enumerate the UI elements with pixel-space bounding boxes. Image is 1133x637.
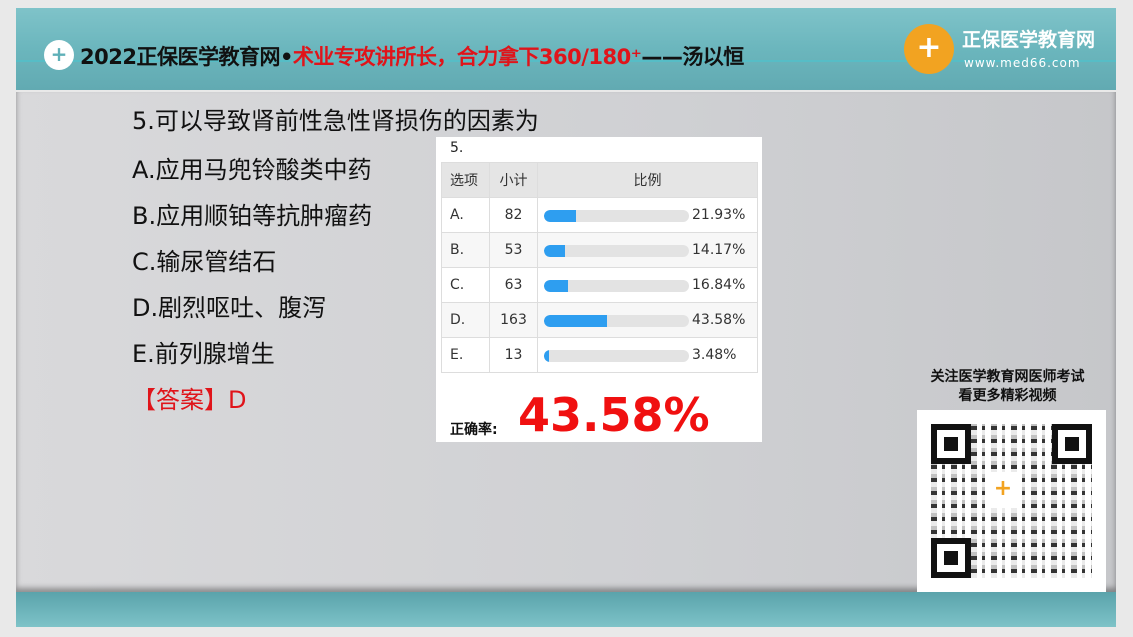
qr-finder: [931, 538, 971, 578]
row-count: 13: [489, 337, 538, 373]
ratio-bar-fill: [544, 210, 576, 222]
ratio-bar-fill: [544, 245, 565, 257]
ratio-bar-fill: [544, 315, 608, 327]
row-count: 53: [489, 232, 538, 268]
stats-card: 5. 选项 小计 比例 A. 82 21.93% B. 53 14.17% C. 6…: [436, 137, 762, 442]
heart-plus-icon: +: [44, 40, 74, 70]
question-stem: 5.可以导致肾前性急性肾损伤的因素为: [132, 107, 539, 135]
qr-logo-icon: +: [985, 472, 1021, 508]
row-percent: 16.84%: [692, 277, 746, 293]
answer: 【答案】D: [132, 386, 247, 414]
title-black: 2022正保医学教育网•: [80, 45, 293, 69]
table-row: D. 163 43.58%: [441, 302, 758, 338]
table-row: E. 13 3.48%: [441, 337, 758, 373]
logo-name: 正保医学教育网: [962, 29, 1096, 51]
row-percent: 14.17%: [692, 242, 746, 258]
header-ratio: 比例: [537, 162, 758, 198]
row-percent: 21.93%: [692, 207, 746, 223]
row-count: 63: [489, 267, 538, 303]
header-option: 选项: [441, 162, 490, 198]
row-percent: 43.58%: [692, 312, 746, 328]
stats-table: 选项 小计 比例 A. 82 21.93% B. 53 14.17% C. 63 1…: [441, 162, 758, 373]
qr-finder: [1052, 424, 1092, 464]
row-option: A.: [441, 197, 490, 233]
row-count: 163: [489, 302, 538, 338]
title-tail: ——汤以恒: [641, 45, 744, 69]
row-ratio: 43.58%: [537, 302, 758, 338]
row-option: D.: [441, 302, 490, 338]
table-row: C. 63 16.84%: [441, 267, 758, 303]
promo-caption: 关注医学教育网医师考试 看更多精彩视频: [905, 368, 1110, 406]
row-option: B.: [441, 232, 490, 268]
option-c: C.输尿管结石: [132, 248, 277, 276]
ratio-bar-track: [544, 350, 689, 362]
stats-question-number: 5.: [450, 140, 464, 156]
qr-finder: [931, 424, 971, 464]
row-ratio: 14.17%: [537, 232, 758, 268]
ratio-bar-track: [544, 210, 689, 222]
logo-url: www.med66.com: [964, 56, 1081, 70]
accuracy-label: 正确率:: [450, 422, 498, 438]
row-ratio: 3.48%: [537, 337, 758, 373]
row-percent: 3.48%: [692, 347, 737, 363]
footer-band: [16, 592, 1116, 627]
table-row: B. 53 14.17%: [441, 232, 758, 268]
qr-code: +: [917, 410, 1106, 592]
option-e: E.前列腺增生: [132, 340, 275, 368]
row-ratio: 21.93%: [537, 197, 758, 233]
ratio-bar-track: [544, 280, 689, 292]
banner-title: 2022正保医学教育网•术业专攻讲所长，合力拿下360/180⁺——汤以恒: [80, 44, 744, 70]
ratio-bar-track: [544, 245, 689, 257]
accuracy-value: 43.58%: [518, 388, 710, 442]
row-count: 82: [489, 197, 538, 233]
title-red: 术业专攻讲所长，合力拿下360/180⁺: [292, 45, 642, 69]
header-count: 小计: [489, 162, 538, 198]
logo-icon: +: [904, 24, 954, 74]
promo-line-2: 看更多精彩视频: [958, 388, 1057, 404]
row-option: C.: [441, 267, 490, 303]
ratio-bar-track: [544, 315, 689, 327]
row-ratio: 16.84%: [537, 267, 758, 303]
option-a: A.应用马兜铃酸类中药: [132, 156, 372, 184]
ratio-bar-fill: [544, 350, 550, 362]
promo-line-1: 关注医学教育网医师考试: [930, 369, 1085, 385]
option-d: D.剧烈呕吐、腹泻: [132, 294, 327, 322]
table-header: 选项 小计 比例: [441, 162, 758, 198]
ratio-bar-fill: [544, 280, 569, 292]
table-row: A. 82 21.93%: [441, 197, 758, 233]
option-b: B.应用顺铂等抗肿瘤药: [132, 202, 373, 230]
row-option: E.: [441, 337, 490, 373]
